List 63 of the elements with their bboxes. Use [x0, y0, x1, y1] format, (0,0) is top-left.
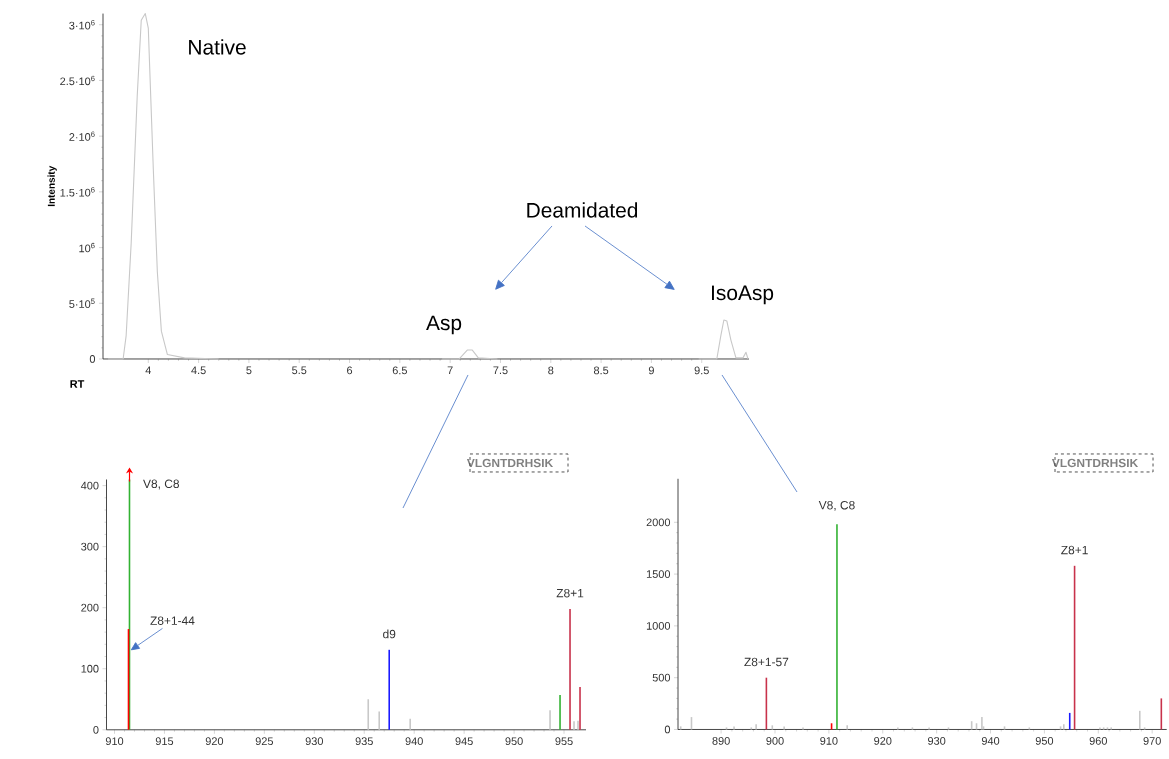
x-tick-label: 925: [255, 737, 274, 746]
y-tick-label: 200: [81, 603, 99, 612]
y-tick-label: 400: [80, 481, 99, 490]
y-tick-label: 500: [652, 673, 671, 682]
y-tick-label: 1000: [646, 622, 671, 630]
x-tick-label: 9.5: [694, 366, 709, 375]
x-tick-label: 945: [455, 737, 473, 746]
annotation: Asp: [426, 315, 462, 335]
x-tick-label: 900: [766, 737, 784, 745]
x-tick-label: 950: [505, 737, 523, 746]
x-tick-label: 960: [1089, 737, 1107, 745]
x-tick-label: 950: [1035, 737, 1054, 745]
y-tick-label: 2·10$^{6}$: [69, 131, 95, 141]
y-tick-label: 2.5·10$^{6}$: [60, 75, 95, 86]
text: VLGNTDRHSIK: [1051, 458, 1139, 468]
annotation: Z8+1-57: [744, 657, 789, 667]
x-tick-label: 6.5: [392, 366, 407, 375]
y-tick-label: 5·10$^{5}$: [69, 298, 95, 308]
x-tick-label: 915: [155, 737, 174, 746]
annotation: d9: [383, 629, 396, 639]
x-axis-title: RT: [70, 380, 85, 388]
x-tick-label: 955: [555, 737, 573, 746]
x-tick-label: 920: [205, 737, 224, 746]
y-tick-label: 2000: [646, 518, 671, 527]
x-tick-label: 940: [405, 737, 423, 746]
annotation: V8, C8: [818, 500, 855, 511]
x-tick-label: 970: [1143, 737, 1161, 745]
y-tick-label: 1.5·10$^{6}$: [60, 187, 95, 197]
x-tick-label: 7: [447, 366, 453, 375]
x-tick-label: 8: [548, 366, 554, 375]
x-tick-label: 4.5: [191, 366, 206, 375]
x-tick-label: 4: [145, 366, 152, 375]
x-tick-label: 890: [712, 737, 730, 745]
y-tick-label: 300: [81, 542, 99, 551]
x-tick-label: 935: [355, 737, 373, 746]
annotation: Z8+1-44: [150, 616, 195, 625]
y-tick-label: 1500: [646, 570, 671, 578]
x-tick-label: 920: [874, 737, 892, 745]
y-tick-label: 0: [89, 355, 96, 363]
x-tick-label: 930: [305, 737, 323, 746]
y-tick-label: 0: [664, 725, 671, 734]
y-axis-title: Intensity: [47, 165, 57, 207]
x-tick-label: 910: [820, 737, 838, 745]
y-tick-label: 100: [81, 664, 99, 673]
x-tick-label: 5: [246, 366, 252, 375]
x-tick-label: 7.5: [493, 366, 508, 375]
annotation: V8, C8: [143, 479, 180, 490]
y-tick-label: 10$^{6}$: [79, 242, 95, 253]
y-tick-label: 0: [93, 725, 99, 734]
y-tick-label: 3·10$^{6}$: [69, 20, 95, 30]
x-tick-label: 6: [347, 366, 353, 375]
annotation: Deamidated: [527, 202, 638, 218]
annotation: IsoAsp: [712, 285, 774, 305]
x-tick-label: 940: [981, 737, 1000, 745]
text: VLGNTDRHSIK: [466, 458, 554, 468]
annotation: Z8+1: [556, 588, 584, 598]
x-tick-label: 9: [648, 366, 654, 375]
annotation: Native: [189, 39, 246, 55]
x-tick-label: 5.5: [292, 366, 307, 375]
x-tick-label: 930: [928, 737, 946, 745]
x-tick-label: 910: [105, 737, 124, 746]
annotation: Z8+1: [1061, 545, 1088, 555]
x-tick-label: 8.5: [593, 366, 609, 375]
